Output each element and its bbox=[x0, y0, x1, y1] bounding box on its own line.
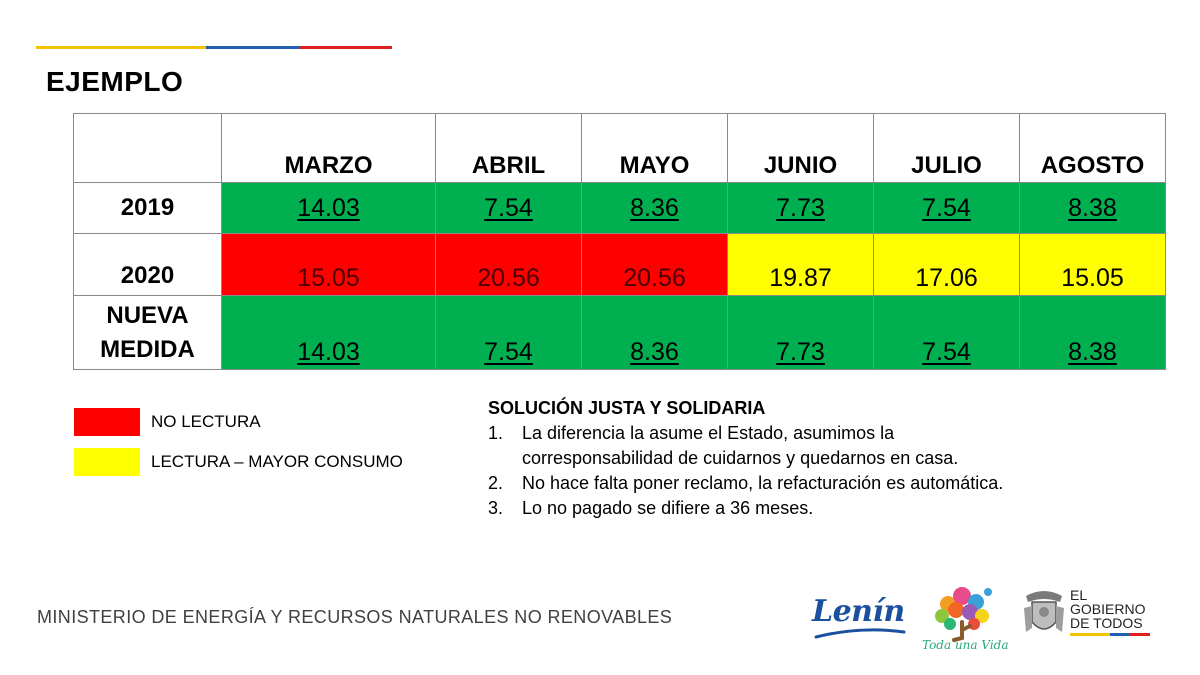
tree-logo-caption: Toda una Vida bbox=[922, 638, 1009, 652]
gobierno-logo-line: GOBIERNO bbox=[1070, 601, 1146, 617]
value-cell: 7.54 bbox=[435, 295, 582, 370]
solution-item-text: No hace falta poner reclamo, la refactur… bbox=[522, 473, 1004, 493]
value-cell: 20.56 bbox=[435, 233, 582, 296]
solution-item: 1. La diferencia la asume el Estado, asu… bbox=[488, 421, 1148, 471]
gobierno-logo-text: EL GOBIERNO DE TODOS bbox=[1070, 588, 1150, 636]
legend-item-no-lectura: NO LECTURA bbox=[74, 407, 403, 437]
solution-block: SOLUCIÓN JUSTA Y SOLIDARIA 1. La diferen… bbox=[488, 398, 1148, 521]
value-cell: 8.36 bbox=[581, 295, 728, 370]
lenin-logo-text: Lenín bbox=[812, 594, 905, 629]
rule-segment-red bbox=[300, 46, 392, 49]
gobierno-logo-line: DE TODOS bbox=[1070, 615, 1143, 631]
row-label: NUEVA MEDIDA bbox=[73, 295, 222, 370]
rule-segment-blue bbox=[206, 46, 300, 49]
solution-item-text: Lo no pagado se difiere a 36 meses. bbox=[522, 498, 814, 518]
solution-item-text: La diferencia la asume el Estado, asumim… bbox=[522, 421, 1148, 471]
consumption-table: MARZO ABRIL MAYO JUNIO JULIO AGOSTO 2019… bbox=[73, 113, 1166, 370]
gobierno-color-rule bbox=[1070, 633, 1150, 636]
header-month: MARZO bbox=[221, 113, 436, 183]
header-month: MAYO bbox=[581, 113, 728, 183]
ministry-name: MINISTERIO DE ENERGÍA Y RECURSOS NATURAL… bbox=[37, 607, 673, 627]
row-label-line: MEDIDA bbox=[100, 335, 195, 363]
solution-list: 1. La diferencia la asume el Estado, asu… bbox=[488, 421, 1148, 521]
gob-rule-red bbox=[1130, 633, 1150, 636]
solution-item-number: 1. bbox=[488, 423, 504, 443]
tree-logo-icon bbox=[935, 587, 992, 642]
lenin-logo: Lenín bbox=[812, 594, 906, 639]
table-row-2019: 2019 14.03 7.54 8.36 7.73 7.54 8.38 bbox=[73, 182, 1166, 234]
value-cell: 15.05 bbox=[1019, 233, 1166, 296]
gobierno-logo-line: EL bbox=[1070, 587, 1088, 603]
legend-swatch bbox=[74, 408, 140, 436]
solution-item: 3. Lo no pagado se difiere a 36 meses. bbox=[488, 496, 1148, 521]
header-month: ABRIL bbox=[435, 113, 582, 183]
row-label: 2019 bbox=[73, 182, 222, 234]
value-cell: 8.38 bbox=[1019, 182, 1166, 234]
solution-title: SOLUCIÓN JUSTA Y SOLIDARIA bbox=[488, 398, 766, 418]
header-empty-cell bbox=[73, 113, 222, 183]
gob-rule-yellow bbox=[1070, 633, 1110, 636]
value-cell: 14.03 bbox=[221, 182, 436, 234]
header-month: JULIO bbox=[873, 113, 1020, 183]
brand-color-rule bbox=[36, 46, 392, 49]
gobierno-logo: EL GOBIERNO DE TODOS bbox=[1022, 588, 1150, 640]
value-cell: 19.87 bbox=[727, 233, 874, 296]
solution-item-line: La diferencia la asume el Estado, asumim… bbox=[522, 423, 895, 443]
color-legend: NO LECTURA LECTURA – MAYOR CONSUMO bbox=[74, 407, 403, 487]
value-cell: 15.05 bbox=[221, 233, 436, 296]
row-label: 2020 bbox=[73, 233, 222, 296]
value-cell: 14.03 bbox=[221, 295, 436, 370]
value-cell: 20.56 bbox=[581, 233, 728, 296]
table-header-row: MARZO ABRIL MAYO JUNIO JULIO AGOSTO bbox=[73, 113, 1166, 183]
gob-rule-blue bbox=[1110, 633, 1130, 636]
table-row-2020: 2020 15.05 20.56 20.56 19.87 17.06 15.05 bbox=[73, 233, 1166, 296]
value-cell: 7.54 bbox=[873, 295, 1020, 370]
value-cell: 8.38 bbox=[1019, 295, 1166, 370]
header-month: JUNIO bbox=[727, 113, 874, 183]
value-cell: 7.73 bbox=[727, 182, 874, 234]
table-row-nueva-medida: NUEVA MEDIDA 14.03 7.54 8.36 7.73 7.54 8… bbox=[73, 295, 1166, 370]
legend-label: LECTURA – MAYOR CONSUMO bbox=[151, 452, 403, 471]
header-month: AGOSTO bbox=[1019, 113, 1166, 183]
coat-of-arms-icon bbox=[1024, 591, 1064, 632]
legend-label: NO LECTURA bbox=[151, 412, 261, 431]
row-label-line: NUEVA bbox=[106, 301, 189, 329]
solution-item: 2. No hace falta poner reclamo, la refac… bbox=[488, 471, 1148, 496]
solution-item-line: corresponsabilidad de cuidarnos y quedar… bbox=[522, 448, 959, 468]
value-cell: 7.54 bbox=[435, 182, 582, 234]
value-cell: 7.73 bbox=[727, 295, 874, 370]
legend-item-mayor-consumo: LECTURA – MAYOR CONSUMO bbox=[74, 447, 403, 477]
legend-swatch bbox=[74, 448, 140, 476]
swoosh-icon bbox=[814, 628, 906, 639]
value-cell: 17.06 bbox=[873, 233, 1020, 296]
rule-segment-yellow bbox=[36, 46, 206, 49]
value-cell: 7.54 bbox=[873, 182, 1020, 234]
solution-item-number: 3. bbox=[488, 498, 504, 518]
page-title: EJEMPLO bbox=[46, 66, 184, 97]
value-cell: 8.36 bbox=[581, 182, 728, 234]
solution-item-number: 2. bbox=[488, 473, 504, 493]
